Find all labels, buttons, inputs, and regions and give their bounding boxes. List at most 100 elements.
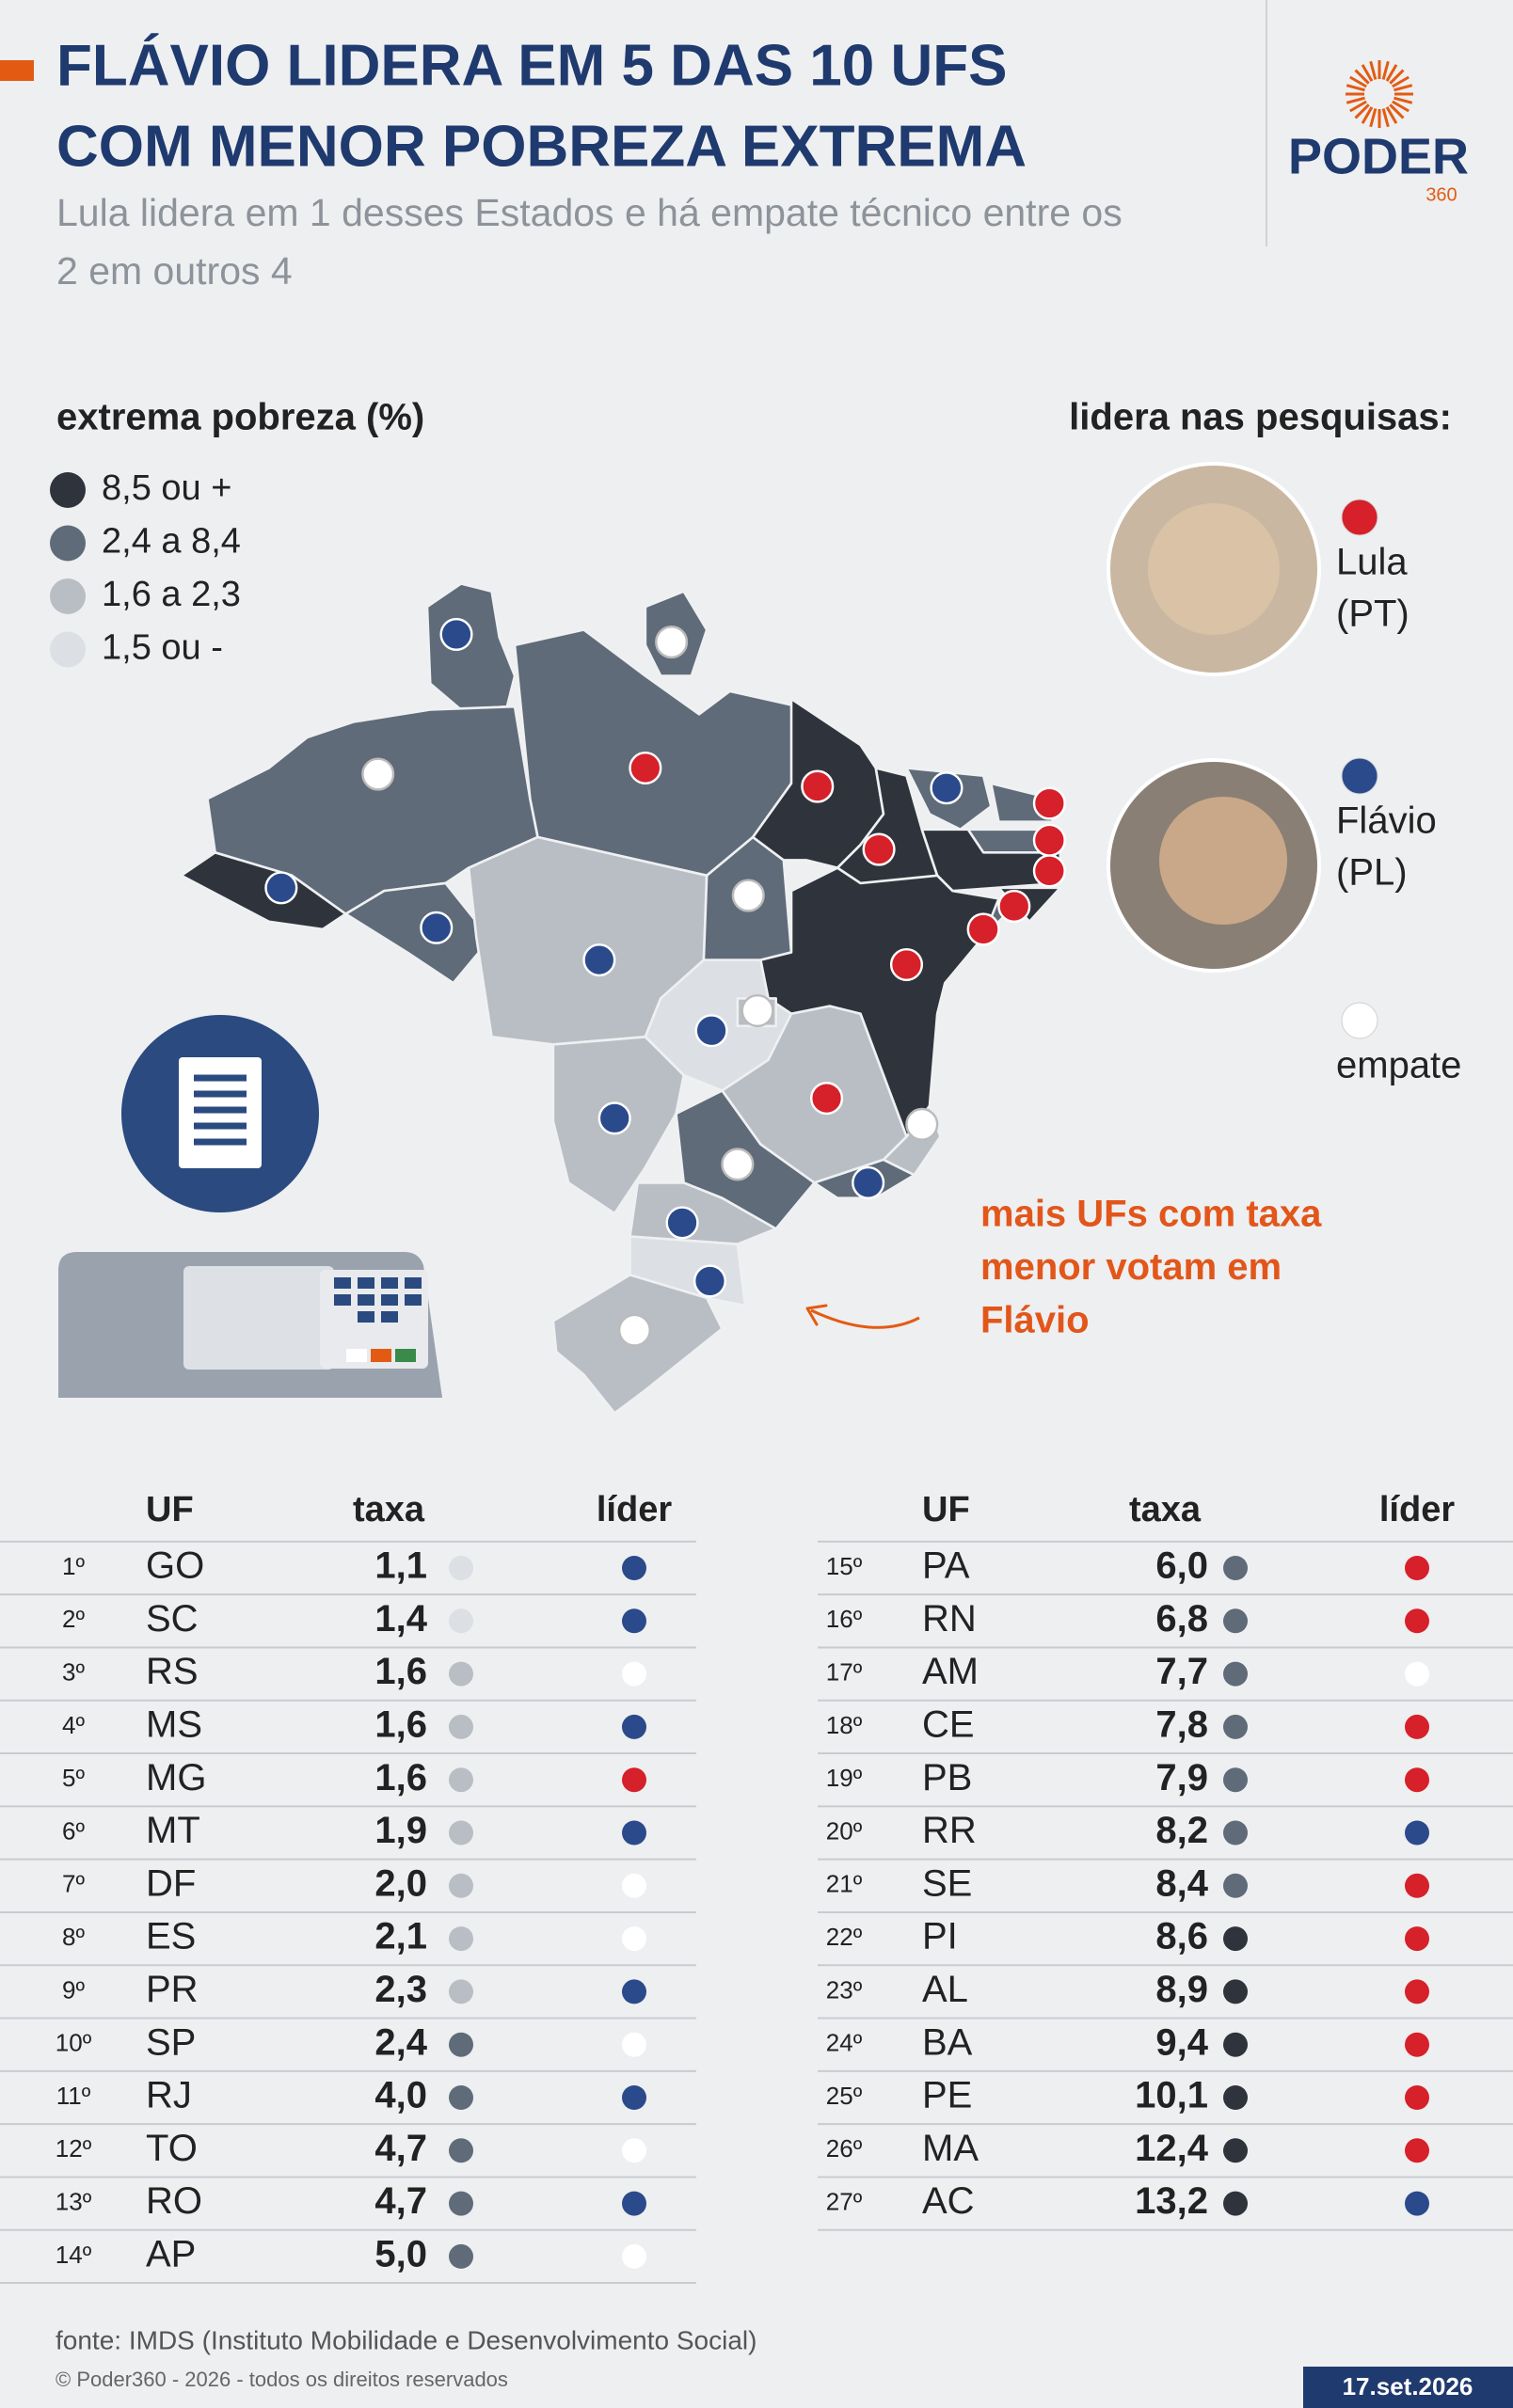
map-dot xyxy=(966,912,1000,946)
rank: 26º xyxy=(826,2134,863,2162)
legend-label: 1,6 a 2,3 xyxy=(102,575,241,614)
ballot-keys xyxy=(334,1277,422,1323)
leader-dot xyxy=(1405,2138,1429,2163)
title-line: COM MENOR POBREZA EXTREMA xyxy=(56,114,1027,179)
legend-title: extrema pobreza (%) xyxy=(56,397,424,438)
ballot-key-white xyxy=(346,1349,367,1362)
column-header: taxa xyxy=(1129,1490,1202,1529)
leader-swatch xyxy=(1341,1002,1378,1039)
uf: RJ xyxy=(146,2075,192,2116)
state-rr xyxy=(425,582,517,711)
logo-ray xyxy=(1389,69,1405,85)
rate: 7,8 xyxy=(1155,1703,1208,1745)
legend-swatch xyxy=(50,578,86,614)
date: 17.set.2026 xyxy=(1343,2372,1473,2400)
uf: SP xyxy=(146,2021,196,2063)
logo-icon xyxy=(1346,60,1413,128)
rate: 2,0 xyxy=(374,1862,427,1904)
rate: 1,4 xyxy=(374,1598,427,1640)
map-dot xyxy=(862,832,896,866)
logo-ray xyxy=(1394,84,1413,92)
leader-dot xyxy=(1405,1820,1429,1846)
leader-dot xyxy=(622,1979,646,2004)
rank: 15º xyxy=(826,1552,863,1580)
rank: 19º xyxy=(826,1764,863,1792)
logo-ray xyxy=(1392,75,1409,88)
tier-dot xyxy=(1223,1820,1248,1846)
rank: 27º xyxy=(826,2187,863,2215)
map-dot xyxy=(889,947,924,982)
legend-swatch xyxy=(50,472,86,508)
logo-ray xyxy=(1381,60,1390,80)
column-header: taxa xyxy=(353,1490,425,1529)
rate: 1,6 xyxy=(374,1757,427,1798)
rank: 5º xyxy=(62,1764,85,1792)
uf: RO xyxy=(146,2180,202,2222)
rank: 22º xyxy=(826,1923,863,1951)
rank: 24º xyxy=(826,2029,863,2057)
map-dot xyxy=(655,626,689,659)
rank: 10º xyxy=(56,2029,92,2057)
tier-dot xyxy=(1223,1767,1248,1793)
rank: 11º xyxy=(56,2082,91,2110)
rank: 2º xyxy=(62,1605,85,1633)
column-header: líder xyxy=(1379,1490,1455,1529)
leader-dot xyxy=(622,1661,646,1687)
column-header: líder xyxy=(597,1490,672,1529)
photo-face xyxy=(1148,503,1280,635)
photo-face xyxy=(1159,797,1287,925)
uf: RS xyxy=(146,1651,199,1692)
map-dot xyxy=(420,911,454,944)
tier-dot xyxy=(1223,2032,1248,2057)
rank: 21º xyxy=(826,1870,863,1898)
leader-dot xyxy=(1405,2191,1429,2216)
legend-swatch xyxy=(50,525,86,562)
leader-dot xyxy=(1405,2085,1429,2110)
leader-dot xyxy=(1405,2032,1429,2057)
map-dot xyxy=(629,751,662,785)
logo-sub: 360 xyxy=(1425,184,1457,205)
rank: 7º xyxy=(62,1870,85,1898)
tier-dot xyxy=(449,1820,473,1846)
ballot-key-orange xyxy=(371,1349,391,1362)
map-dot xyxy=(997,889,1031,924)
tier-dot xyxy=(449,2191,473,2216)
leader-swatch xyxy=(1341,499,1378,536)
uf: MG xyxy=(146,1757,206,1798)
rank: 8º xyxy=(62,1923,85,1951)
leader-dot xyxy=(622,1556,646,1580)
uf: PB xyxy=(922,1757,972,1798)
rank: 13º xyxy=(56,2187,92,2215)
rate: 12,4 xyxy=(1135,2128,1209,2169)
leader-dot xyxy=(622,1714,646,1739)
rate: 1,6 xyxy=(374,1703,427,1745)
rate: 2,4 xyxy=(374,2021,427,2063)
tier-dot xyxy=(1223,2191,1248,2216)
uf: TO xyxy=(146,2128,198,2169)
annotation-line: mais UFs com taxa xyxy=(980,1194,1322,1235)
date-box xyxy=(1303,2367,1513,2408)
leader-dot xyxy=(622,1820,646,1846)
tier-dot xyxy=(449,1926,473,1952)
uf: MT xyxy=(146,1810,200,1851)
uf: GO xyxy=(146,1545,204,1587)
rate: 2,1 xyxy=(374,1916,427,1957)
uf: RN xyxy=(922,1598,977,1640)
leader-dot xyxy=(622,2191,646,2216)
leader-name: empate xyxy=(1336,1045,1461,1086)
rank: 4º xyxy=(62,1711,85,1739)
uf: PE xyxy=(922,2075,972,2116)
logo-ray xyxy=(1349,100,1367,113)
title-marker xyxy=(0,60,34,81)
map-dot xyxy=(852,1165,885,1199)
leader-dot xyxy=(622,2243,646,2269)
leader-dot xyxy=(1405,1767,1429,1793)
leader-party: (PT) xyxy=(1336,594,1409,635)
uf: AM xyxy=(922,1651,979,1692)
logo-ray xyxy=(1346,96,1365,104)
leaders-legend: Lula (PT) Flávio (PL) empate xyxy=(1336,499,1461,1086)
uf: PR xyxy=(146,1969,199,2010)
logo-ray xyxy=(1392,100,1409,113)
map-dot xyxy=(809,1082,844,1116)
